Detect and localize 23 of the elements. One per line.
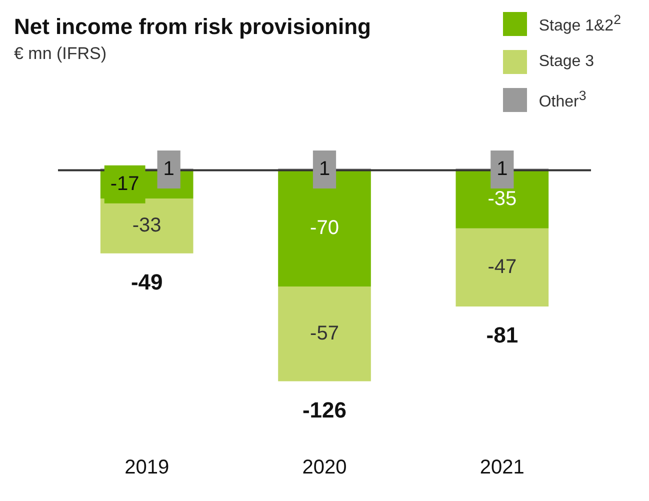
total-label: -126 (302, 397, 347, 422)
data-label: -47 (488, 256, 517, 278)
x-tick-label: 2020 (302, 456, 347, 479)
data-label: 1 (318, 158, 330, 180)
data-label: -35 (488, 188, 517, 210)
bar (100, 198, 194, 254)
total-label: -49 (130, 269, 163, 294)
chart-subtitle: € mn (IFRS) (14, 44, 107, 64)
data-label: -70 (310, 216, 339, 239)
legend-label: Stage 3 (538, 53, 594, 71)
data-label: -17 (110, 172, 140, 195)
x-tick-label: 2019 (124, 456, 170, 479)
data-label: -33 (132, 214, 162, 236)
legend-label: Other$^{3}$ (538, 88, 586, 112)
bar (278, 286, 371, 382)
legend-label: Stage 1&2$^{2}$ (538, 12, 621, 36)
data-label: -57 (310, 322, 339, 344)
total-label: -81 (486, 322, 518, 348)
data-label: 1 (163, 158, 174, 180)
chart-title: Net income from risk provisioning (14, 14, 371, 40)
bar (456, 228, 549, 306)
x-tick-label: 2021 (480, 456, 524, 479)
data-label: 1 (496, 158, 508, 180)
